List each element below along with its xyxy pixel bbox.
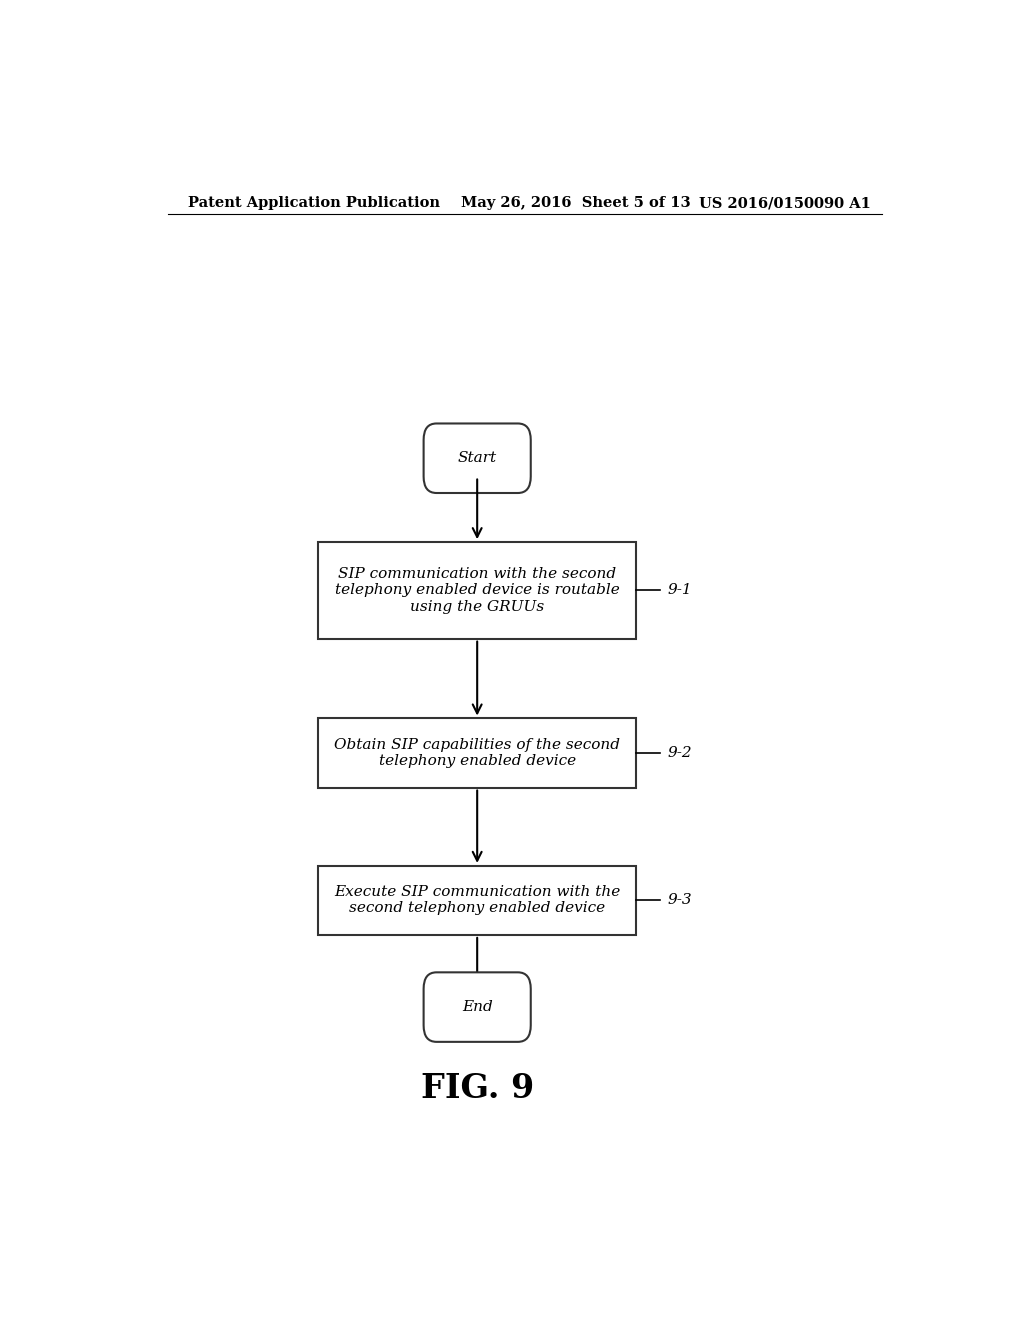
Bar [318,718,636,788]
Text: Patent Application Publication: Patent Application Publication [187,197,439,210]
Bar [318,543,636,639]
FancyBboxPatch shape [424,424,530,492]
Text: 9-3: 9-3 [668,894,692,907]
Text: Obtain SIP capabilities of the second
telephony enabled device: Obtain SIP capabilities of the second te… [334,738,621,768]
Text: Start: Start [458,451,497,465]
Text: Execute SIP communication with the
second telephony enabled device: Execute SIP communication with the secon… [334,886,621,916]
Bar [318,866,636,935]
Text: FIG. 9: FIG. 9 [421,1072,534,1105]
Text: US 2016/0150090 A1: US 2016/0150090 A1 [699,197,871,210]
Text: May 26, 2016  Sheet 5 of 13: May 26, 2016 Sheet 5 of 13 [461,197,691,210]
FancyBboxPatch shape [424,973,530,1041]
Text: End: End [462,1001,493,1014]
Text: SIP communication with the second
telephony enabled device is routable
using the: SIP communication with the second teleph… [335,568,620,614]
Text: 9-1: 9-1 [668,583,692,598]
Text: 9-2: 9-2 [668,746,692,760]
